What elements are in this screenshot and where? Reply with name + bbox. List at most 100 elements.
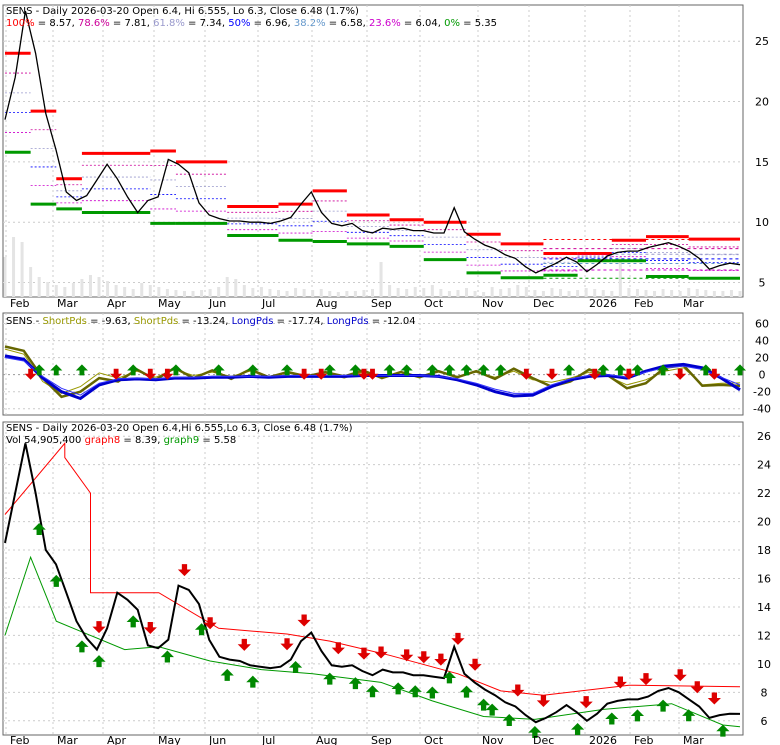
price-y-tick-label: 15 — [755, 156, 769, 169]
price-y-tick-label: 25 — [755, 35, 769, 48]
oscillator-legend-part-2: = -9.63, — [87, 316, 134, 327]
arrow-up-icon — [160, 650, 174, 663]
volume-bar — [114, 285, 118, 297]
graph8-line — [4, 441, 741, 696]
signal-x-tick-label: Oct — [424, 734, 444, 745]
volume-bar — [610, 291, 614, 297]
volume-bar — [704, 290, 708, 297]
arrow-up-icon — [246, 364, 259, 376]
price-x-tick-label: May — [158, 297, 181, 310]
arrow-down-icon — [366, 368, 379, 380]
arrow-down-icon — [417, 651, 431, 664]
volume-bar — [328, 291, 332, 297]
arrow-down-icon — [588, 368, 601, 380]
arrow-down-icon — [297, 614, 311, 627]
volume-bar — [234, 279, 238, 297]
volume-bar — [29, 267, 33, 297]
arrow-up-icon — [571, 723, 585, 736]
signal-x-tick-label: 2026 — [589, 734, 617, 745]
volume-bar — [593, 289, 597, 297]
arrow-up-icon — [528, 726, 542, 738]
volume-bar — [447, 291, 451, 297]
volume-bar — [644, 290, 648, 297]
signal-x-tick-label: May — [158, 734, 181, 745]
volume-bar — [371, 289, 374, 297]
signal-y-tick-label: 26 — [757, 430, 771, 443]
oscillator-y-tick-label: -40 — [753, 403, 771, 416]
price-x-tick-label: Feb — [10, 297, 29, 310]
volume-bar — [439, 289, 443, 297]
fib-legend-part-13: = 5.35 — [460, 18, 497, 29]
arrow-up-icon — [563, 364, 576, 376]
volume-bar — [635, 289, 639, 297]
arrow-down-icon — [579, 696, 593, 709]
arrow-down-icon — [315, 368, 328, 380]
volume-bar — [413, 287, 417, 297]
oscillator-y-tick-label: 0 — [759, 369, 766, 382]
volume-bar — [473, 291, 477, 297]
volume-bar — [405, 289, 409, 297]
signal-x-tick-label: Sep — [371, 734, 392, 745]
arrow-up-icon — [485, 703, 499, 716]
arrow-down-icon — [451, 632, 465, 645]
signal-y-tick-label: 12 — [757, 629, 771, 642]
price-x-tick-label: Sep — [371, 297, 392, 310]
oscillator-legend-part-4: = -13.24, — [178, 316, 231, 327]
signal-y-tick-label: 22 — [757, 487, 771, 500]
arrow-up-icon — [656, 699, 670, 712]
price-x-tick-label: Jul — [261, 297, 275, 310]
volume-bar — [54, 285, 58, 297]
volume-bar — [80, 279, 84, 297]
volume-bar — [311, 290, 315, 297]
price-x-tick-label: Nov — [482, 297, 504, 310]
signal-legend-part-2: = 8.39, — [120, 435, 163, 446]
volume-bar — [182, 291, 186, 297]
arrow-up-icon — [733, 364, 747, 376]
price-panel: 5 10 15 20 25 Feb Mar Apr May Jun Jul Aug Sep Oct Nov… — [2, 4, 769, 310]
volume-bar — [584, 288, 588, 297]
arrow-up-icon — [75, 640, 89, 653]
signal-x-tick-label: Aug — [316, 734, 337, 745]
signal-y-tick-label: 18 — [757, 544, 771, 557]
price-x-tick-label: Aug — [316, 297, 337, 310]
arrow-down-icon — [708, 368, 721, 380]
arrow-down-icon — [143, 622, 157, 635]
volume-bar — [276, 290, 280, 297]
arrow-up-icon — [400, 364, 413, 376]
volume-bar — [174, 290, 178, 297]
oscillator-arrows — [24, 364, 747, 380]
volume-bar — [336, 292, 340, 297]
volume-bar — [396, 288, 400, 297]
oscillator-y-tick-label: -20 — [753, 386, 771, 399]
arrow-down-icon — [161, 368, 174, 380]
volume-bar — [601, 290, 605, 297]
volume-bar — [618, 257, 622, 297]
volume-bar — [302, 289, 306, 297]
fib-legend-part-2: 78.6% — [78, 18, 110, 29]
volume-bar — [225, 277, 229, 297]
signal-arrows — [32, 522, 730, 738]
arrow-up-icon — [75, 364, 88, 376]
oscillator-panel: -40 -20 0 20 40 60 SENS - ShortPds = -9.63, S… — [2, 312, 771, 416]
oscillator-legend-part-3: ShortPds — [134, 316, 178, 327]
fib-legend-part-7: = 6.96, — [250, 18, 293, 29]
volume-bar — [106, 281, 110, 297]
oscillator-legend-part-7: LongPds — [327, 316, 369, 327]
volume-bar — [251, 288, 255, 297]
arrow-up-icon — [459, 685, 474, 698]
signal-x-tick-label: Feb — [634, 734, 653, 745]
volume-bar — [567, 291, 571, 297]
arrow-up-icon — [605, 712, 619, 725]
volume-bar — [499, 289, 503, 297]
signal-legend-part-4: = 5.58 — [199, 435, 236, 446]
volume-bar — [3, 257, 7, 297]
volume-bar — [678, 291, 682, 297]
arrow-up-icon — [426, 364, 439, 376]
volume-bar — [208, 289, 212, 297]
arrow-up-icon — [194, 623, 209, 636]
arrow-down-icon — [673, 669, 687, 682]
arrow-up-icon — [425, 686, 439, 699]
volume-bar — [285, 291, 289, 297]
arrow-up-icon — [631, 364, 644, 376]
